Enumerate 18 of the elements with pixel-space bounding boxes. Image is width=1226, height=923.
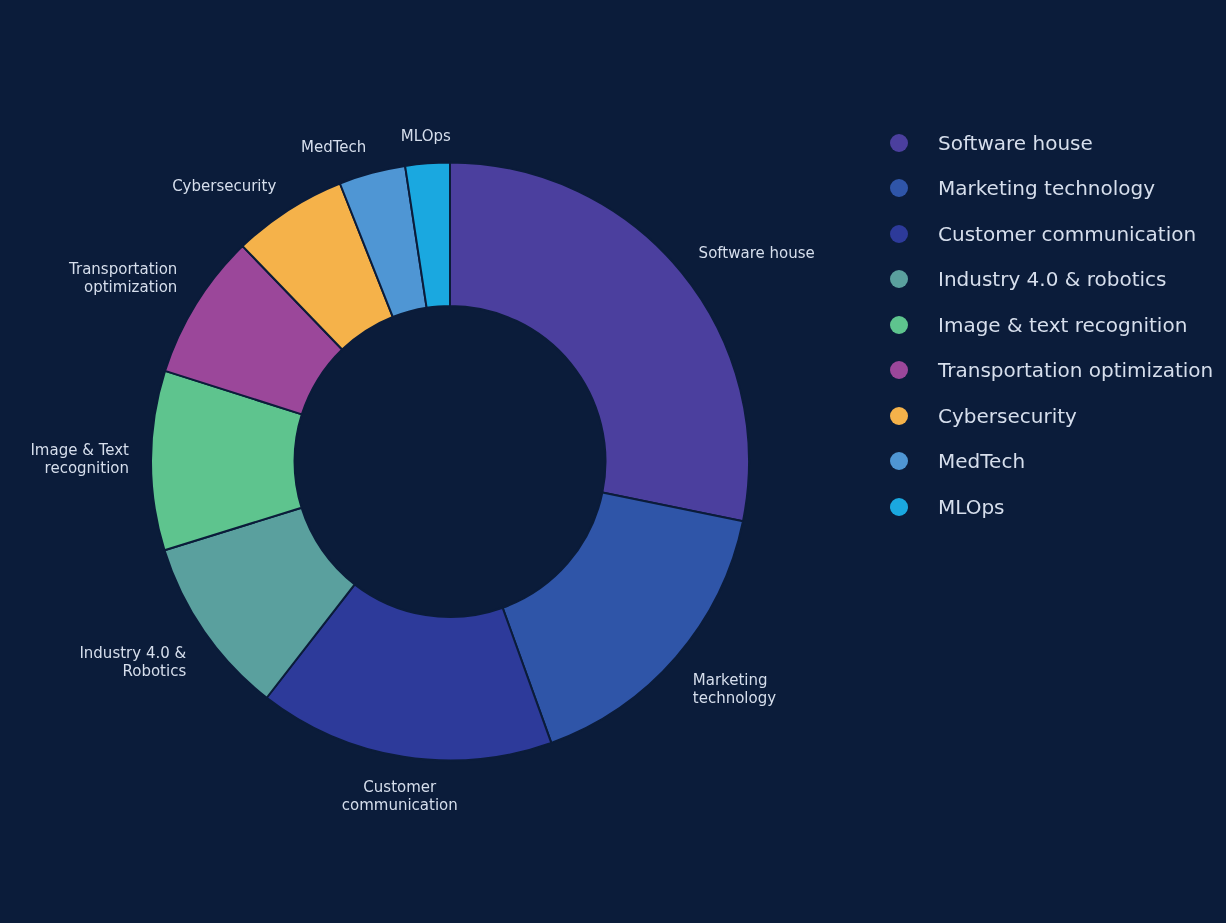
text: Cybersecurity — [172, 177, 277, 196]
legend-label: Software house — [938, 130, 1093, 155]
text: Marketing technology — [692, 671, 777, 708]
text: MedTech — [300, 137, 367, 156]
legend-label: Industry 4.0 & robotics — [938, 267, 1167, 292]
legend-label: Transportation optimization — [938, 358, 1214, 383]
text: MLOps — [400, 127, 451, 146]
legend-label: Cybersecurity — [938, 403, 1077, 428]
legend-label: Image & text recognition — [938, 312, 1188, 337]
legend-label: Marketing technology — [938, 176, 1156, 201]
text: Image & Text recognition — [30, 441, 130, 478]
text: Customer communication — [341, 778, 458, 815]
text: Industry 4.0 & Robotics — [79, 644, 187, 681]
legend-label: MedTech — [938, 449, 1026, 474]
legend-label: Customer communication — [938, 221, 1197, 246]
legend-label: MLOps — [938, 494, 1005, 519]
text: Transportation optimization — [68, 259, 178, 296]
text: Software house — [698, 244, 815, 263]
